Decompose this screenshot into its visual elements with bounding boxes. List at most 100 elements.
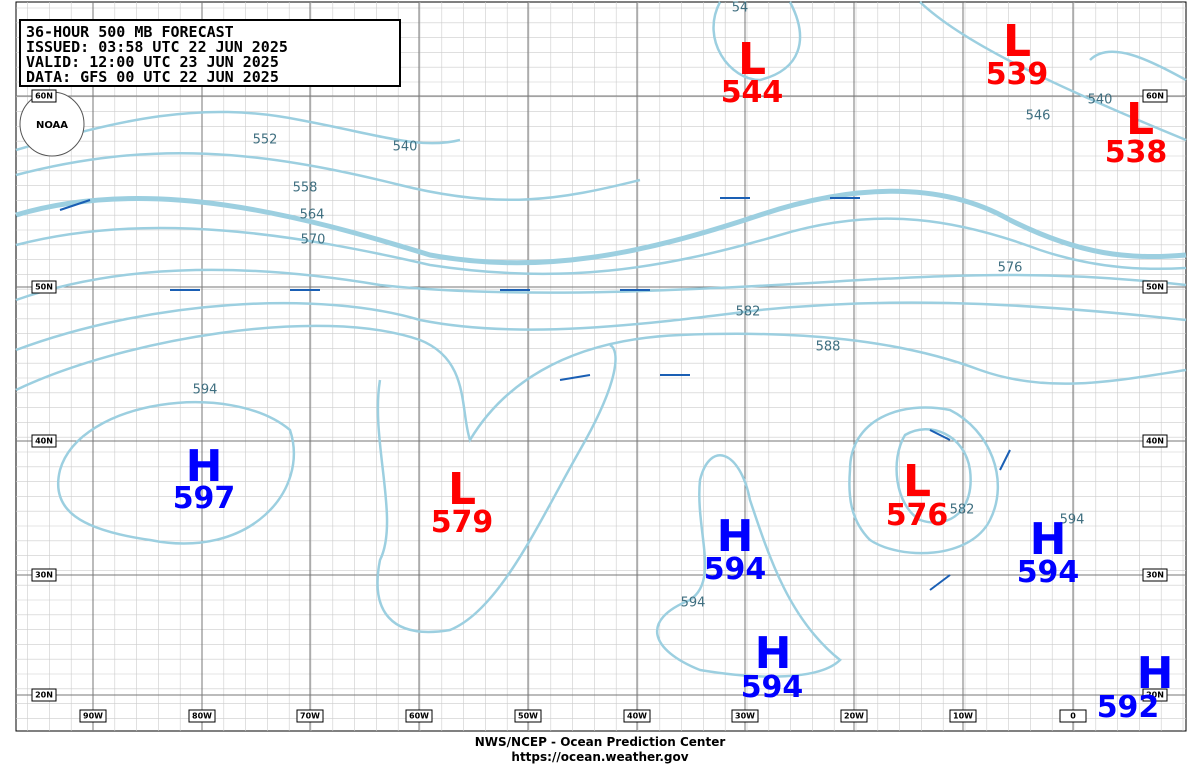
- contour-label: 594: [193, 383, 218, 398]
- lon-box: [188, 709, 216, 723]
- lon-label: 60W: [409, 712, 429, 721]
- barb: [59, 197, 1011, 591]
- lon-label: 70W: [300, 712, 320, 721]
- lon-box: [296, 709, 324, 723]
- contour: [895, 427, 972, 524]
- lat-label-left: 20N: [35, 691, 53, 700]
- center-value: 579: [431, 505, 494, 540]
- contour-label: 594: [681, 596, 706, 611]
- center-symbol: L: [903, 456, 931, 507]
- lon-label: 30W: [735, 712, 755, 721]
- contour-label: 570: [301, 233, 326, 248]
- lat-box: [1142, 434, 1168, 448]
- center-symbol: H: [186, 441, 223, 492]
- center-symbol: H: [755, 628, 792, 679]
- lat-label-right: 60N: [1146, 92, 1164, 101]
- contour-label: 594: [1060, 513, 1085, 528]
- contour: [1089, 50, 1187, 82]
- contour-label: 588: [816, 340, 841, 355]
- lon-box: [79, 709, 107, 723]
- center-value: 594: [741, 670, 804, 705]
- lat-label-left: 30N: [35, 571, 53, 580]
- contour-label: 564: [300, 208, 325, 223]
- grid: [16, 2, 1186, 731]
- lat-box: [31, 434, 57, 448]
- header-line: ISSUED: 03:58 UTC 22 JUN 2025: [26, 38, 288, 56]
- contour-label: 540: [393, 140, 418, 155]
- lat-box: [31, 568, 57, 582]
- center-value: 576: [886, 498, 949, 533]
- lon-box: [623, 709, 651, 723]
- lat-label-left: 40N: [35, 437, 53, 446]
- contour: [15, 110, 461, 152]
- contour-label: 552: [253, 133, 278, 148]
- lat-box: [1142, 568, 1168, 582]
- footer-agency: NWS/NCEP - Ocean Prediction Center: [475, 735, 726, 749]
- center-value: 592: [1097, 690, 1160, 725]
- center-value: 539: [986, 57, 1049, 92]
- center-value: 597: [173, 481, 236, 516]
- lon-box: [1059, 709, 1087, 723]
- header-line: DATA: GFS 00 UTC 22 JUN 2025: [26, 68, 279, 86]
- lat-box: [31, 688, 57, 702]
- lon-label: 10W: [953, 712, 973, 721]
- lat-label-right: 40N: [1146, 437, 1164, 446]
- lon-box: [405, 709, 433, 723]
- contour: [656, 454, 842, 678]
- contour: [15, 217, 1187, 276]
- lat-box: [31, 280, 57, 294]
- lat-box: [31, 89, 57, 103]
- wind-barbs: [59, 197, 1011, 591]
- map-frame: [15, 1, 1187, 732]
- logo-text: NOAA: [36, 120, 68, 131]
- center-symbol: H: [717, 511, 754, 562]
- center-symbol: L: [1126, 94, 1154, 145]
- center-symbol: L: [448, 464, 476, 515]
- header-box: [19, 19, 401, 87]
- lon-box: [949, 709, 977, 723]
- lon-label: 40W: [627, 712, 647, 721]
- lon-label: 90W: [83, 712, 103, 721]
- center-value: 594: [1017, 555, 1080, 590]
- lat-box: [1142, 89, 1168, 103]
- center-symbol: L: [1003, 16, 1031, 67]
- footer-url: https://ocean.weather.gov: [511, 750, 688, 764]
- contour: [56, 400, 296, 545]
- center-symbol: H: [1137, 648, 1174, 699]
- lat-label-left: 50N: [35, 283, 53, 292]
- lat-label-right: 50N: [1146, 283, 1164, 292]
- lat-box: [1142, 688, 1168, 702]
- lon-label: 80W: [192, 712, 212, 721]
- contour-label: 576: [998, 261, 1023, 276]
- contour-label: 540: [1088, 93, 1113, 108]
- contour-label: 582: [950, 503, 975, 518]
- center-symbol: L: [738, 34, 766, 85]
- lon-box: [840, 709, 868, 723]
- contour: [848, 406, 1000, 555]
- lat-label-left: 60N: [35, 92, 53, 101]
- contour: [376, 343, 617, 634]
- lon-box: [731, 709, 759, 723]
- contour: [15, 301, 1187, 352]
- contour-label: 54: [732, 1, 749, 16]
- lat-label-right: 20N: [1146, 691, 1164, 700]
- lon-label: 20W: [844, 712, 864, 721]
- contour-label: 582: [736, 305, 761, 320]
- lon-label: 0: [1070, 712, 1076, 721]
- contour: [15, 152, 641, 202]
- lon-box: [514, 709, 542, 723]
- contour: [712, 1, 802, 82]
- center-symbol: H: [1030, 514, 1067, 565]
- center-value: 594: [704, 552, 767, 587]
- contour: [15, 324, 1187, 443]
- header-line: 36-HOUR 500 MB FORECAST: [26, 23, 234, 41]
- contour-label: 546: [1026, 109, 1051, 124]
- contour-label: 558: [293, 181, 318, 196]
- contours: [15, 1, 1187, 678]
- lat-box: [1142, 280, 1168, 294]
- header-line: VALID: 12:00 UTC 23 JUN 2025: [26, 53, 279, 71]
- contour: [15, 268, 1187, 302]
- contour: [919, 1, 1187, 142]
